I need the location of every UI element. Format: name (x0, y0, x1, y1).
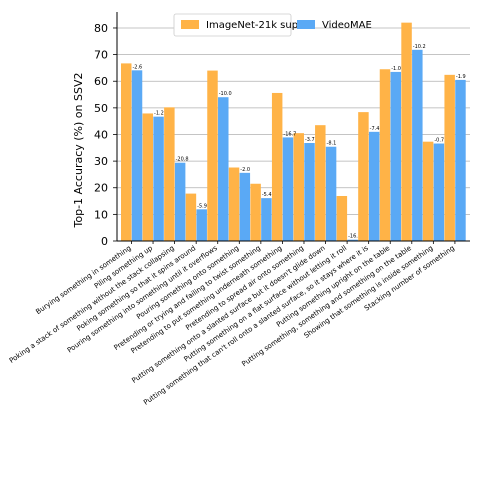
delta-label: -5.9 (197, 203, 207, 209)
delta-label: -16.7 (283, 131, 296, 137)
delta-label: -0.7 (434, 138, 444, 144)
bar-videomae (304, 143, 315, 241)
delta-label: -5.4 (262, 192, 272, 198)
delta-label: -1.0 (391, 66, 401, 72)
y-tick-label: 40 (94, 128, 108, 141)
bar-imagenet (336, 195, 348, 241)
bar-imagenet (358, 112, 369, 241)
bar-imagenet (164, 107, 175, 241)
y-tick-label: 60 (94, 75, 108, 88)
y-axis-title: Top-1 Accuracy (%) on SSV2 (72, 73, 85, 229)
bar-imagenet (444, 74, 455, 241)
delta-label: -8.1 (327, 141, 337, 147)
delta-label: -2.6 (132, 64, 142, 70)
y-tick-label: 80 (94, 22, 108, 35)
y-tick-label: 10 (94, 208, 108, 221)
delta-label: -7.4 (370, 126, 380, 132)
bar-imagenet (401, 22, 412, 241)
delta-label: -1.2 (154, 111, 164, 117)
legend-box (173, 13, 292, 37)
bar-videomae (347, 239, 358, 241)
delta-label: -10.0 (219, 91, 232, 97)
bar-imagenet (228, 167, 240, 241)
y-tick-label: 50 (94, 102, 108, 115)
y-tick-labels: 0 10 20 30 40 50 60 70 80 (94, 22, 117, 248)
y-tick-label: 20 (94, 182, 108, 195)
bar-imagenet (250, 183, 261, 241)
y-tick-label: 0 (101, 235, 108, 248)
bar-marks (121, 22, 466, 242)
bar-videomae (412, 49, 423, 241)
bar-imagenet (142, 113, 154, 241)
delta-labels: -2.6 -1.2 -20.8 -5.9 -10.0 -2.0 -5.4 -16.7 -3.7 -… (132, 44, 465, 240)
bar-videomae (390, 71, 402, 242)
bar-imagenet (315, 125, 326, 241)
legend: ImageNet-21k sup. VideoMAE (173, 13, 372, 37)
delta-label: -16. (348, 234, 358, 240)
legend-label-imagenet: ImageNet-21k sup. (206, 20, 301, 31)
bar-videomae (261, 198, 272, 241)
bar-videomae (239, 172, 251, 241)
bar-videomae (196, 209, 207, 241)
bar-imagenet (185, 193, 197, 241)
bar-imagenet (293, 133, 304, 241)
bar-videomae (174, 162, 186, 241)
delta-label: -2.0 (240, 167, 250, 173)
bar-videomae (368, 131, 380, 241)
legend-swatch-imagenet (181, 20, 199, 29)
delta-label: -1.9 (456, 74, 466, 80)
bar-videomae (455, 79, 466, 242)
delta-label: -20.8 (176, 157, 189, 163)
bar-videomae (282, 137, 294, 241)
bar-videomae (325, 146, 337, 241)
bar-imagenet (379, 69, 391, 241)
delta-label: -3.7 (305, 137, 315, 143)
bar-imagenet (207, 70, 218, 242)
bar-imagenet (422, 141, 434, 241)
bar-videomae (153, 116, 164, 241)
y-tick-label: 70 (94, 49, 108, 62)
bar-videomae (433, 143, 445, 241)
y-tick-label: 30 (94, 155, 108, 168)
bar-videomae (131, 70, 143, 241)
legend-label-videomae: VideoMAE (322, 20, 372, 31)
legend-swatch-videomae (297, 20, 315, 29)
bar-imagenet (271, 92, 283, 241)
bar-videomae (218, 97, 229, 241)
bar-imagenet (121, 63, 132, 241)
delta-label: -10.2 (413, 44, 426, 50)
axes (116, 12, 470, 242)
